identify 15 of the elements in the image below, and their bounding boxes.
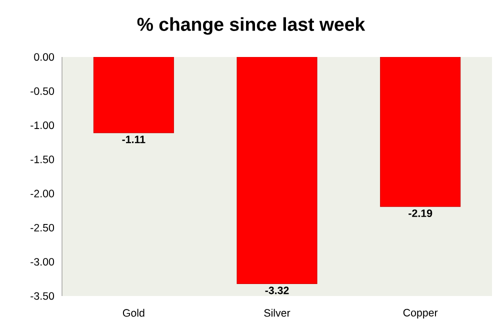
data-label: -1.11 <box>122 136 146 144</box>
data-label: -3.32 <box>265 286 289 294</box>
y-tick-label: 0.00 <box>34 53 54 61</box>
y-tick-label: -3.00 <box>30 258 54 266</box>
y-tick-label: -0.50 <box>30 87 54 95</box>
x-tick-label: Copper <box>403 308 438 319</box>
y-tick-label: -1.50 <box>30 156 54 164</box>
y-tick-label: -2.50 <box>30 224 54 232</box>
y-tick-label: -2.00 <box>30 190 54 198</box>
chart-title: % change since last week <box>137 17 366 35</box>
y-tick-label: -1.00 <box>30 122 54 130</box>
y-tick-label: -3.50 <box>30 292 54 300</box>
x-tick-label: Gold <box>122 308 144 317</box>
data-label: -2.19 <box>408 209 432 218</box>
x-tick-label: Silver <box>264 308 290 317</box>
